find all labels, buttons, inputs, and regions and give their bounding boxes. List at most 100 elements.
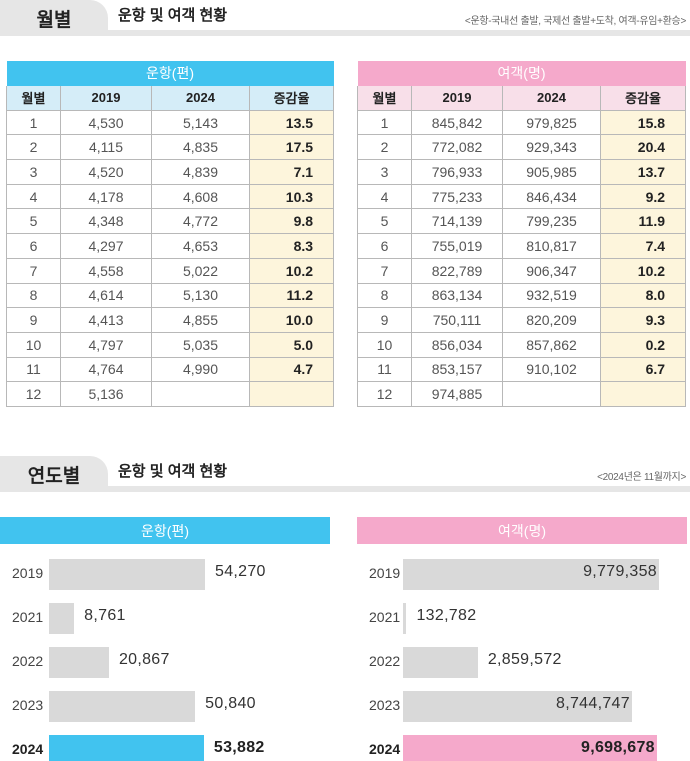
value-cell: 822,789	[411, 257, 503, 284]
year-row: 2019 54,270	[0, 559, 330, 590]
value-cell: 906,347	[502, 257, 601, 284]
year-row: 2024 53,882	[0, 735, 330, 761]
change-rate-cell: 6.7	[599, 356, 687, 383]
year-value: 53,882	[213, 739, 265, 756]
year-row: 2022 20,867	[0, 647, 330, 678]
column-header: 월별	[357, 85, 412, 111]
yearly-passengers-header: 여객(명)	[357, 517, 687, 544]
value-cell: 4,835	[151, 134, 250, 161]
change-rate-cell: 10.0	[248, 307, 335, 333]
value-cell: 856,034	[411, 331, 503, 358]
year-value: 132,782	[416, 607, 477, 624]
value-cell: 4,855	[151, 307, 250, 333]
passengers-table-header: 여객(명)	[357, 60, 686, 86]
month-cell: 12	[357, 381, 412, 407]
month-cell: 7	[6, 257, 61, 284]
month-cell: 11	[6, 356, 61, 383]
table-row: 7 4,558 5,022 10.2	[6, 257, 335, 284]
table-row: 3 796,933 905,985 13.7	[357, 159, 687, 185]
table-row: 8 4,614 5,130 11.2	[6, 282, 335, 309]
month-cell: 4	[357, 183, 412, 210]
flights-table-header: 운항(편)	[6, 60, 334, 86]
change-rate-cell: 8.0	[599, 282, 687, 309]
change-rate-cell: 0.2	[599, 331, 687, 358]
value-cell: 755,019	[411, 233, 503, 259]
header-rule	[0, 30, 690, 36]
yearly-note: <2024년은 11월까지>	[597, 472, 686, 483]
year-value: 50,840	[205, 695, 256, 712]
table-row: 4 775,233 846,434 9.2	[357, 183, 687, 210]
change-rate-cell	[599, 381, 687, 407]
table-row: 8 863,134 932,519 8.0	[357, 282, 687, 309]
table-row: 9 750,111 820,209 9.3	[357, 307, 687, 333]
change-rate-cell: 9.3	[599, 307, 687, 333]
column-header: 2024	[151, 85, 250, 111]
month-cell: 4	[6, 183, 61, 210]
month-cell: 9	[357, 307, 412, 333]
year-row: 2022 2,859,572	[357, 647, 687, 678]
value-cell: 4,614	[60, 282, 152, 309]
month-cell: 3	[6, 159, 61, 185]
change-rate-cell: 8.3	[248, 233, 335, 259]
value-cell: 929,343	[502, 134, 601, 161]
table-row: 1 4,530 5,143 13.5	[6, 109, 335, 136]
value-cell: 4,839	[151, 159, 250, 185]
value-cell: 820,209	[502, 307, 601, 333]
table-row: 6 4,297 4,653 8.3	[6, 233, 335, 259]
change-rate-cell: 10.3	[248, 183, 335, 210]
table-row: 11 853,157 910,102 6.7	[357, 356, 687, 383]
column-header: 증감율	[599, 85, 687, 111]
year-row: 2019 9,779,358	[357, 559, 687, 590]
month-cell: 12	[6, 381, 61, 407]
year-bar	[49, 603, 75, 634]
year-bar	[49, 691, 196, 722]
year-bar	[49, 647, 109, 678]
table-row: 5 4,348 4,772 9.8	[6, 208, 335, 235]
year-value: 9,698,678	[581, 739, 655, 756]
year-value: 54,270	[215, 563, 266, 580]
column-header: 2019	[60, 85, 152, 111]
value-cell: 4,990	[151, 356, 250, 383]
value-cell: 772,082	[411, 134, 503, 161]
table-row: 10 856,034 857,862 0.2	[357, 331, 687, 358]
monthly-section-header: 월별 운항 및 여객 현황 <운항-국내선 출발, 국제선 출발+도착, 여객-…	[0, 0, 690, 36]
change-rate-cell: 4.7	[248, 356, 335, 383]
yearly-flights-header: 운항(편)	[0, 517, 330, 544]
yearly-flights-chart: 운항(편) 2019 54,270 2021 8,761 2022 20,867 2023 5…	[0, 517, 330, 761]
table-row: 6 755,019 810,817 7.4	[357, 233, 687, 259]
column-header: 2024	[502, 85, 601, 111]
year-row: 2021 132,782	[357, 603, 687, 634]
year-label: 2021	[369, 609, 401, 625]
table-row: 5 714,139 799,235 11.9	[357, 208, 687, 235]
year-bar	[49, 559, 205, 590]
change-rate-cell: 11.9	[599, 208, 687, 235]
table-row: 10 4,797 5,035 5.0	[6, 331, 335, 358]
value-cell: 5,143	[151, 109, 250, 136]
year-bar	[403, 647, 478, 678]
value-cell: 857,862	[502, 331, 601, 358]
monthly-passengers-table: 여객(명) 월별 2019 2024 증감율 1 845,842 979,825 15.8 2…	[357, 60, 687, 407]
table-row: 12 5,136	[6, 381, 335, 407]
year-value: 9,779,358	[583, 563, 657, 580]
change-rate-cell: 7.4	[599, 233, 687, 259]
year-row: 2023 8,744,747	[357, 691, 687, 722]
yearly-title: 운항 및 여객 현황	[118, 463, 228, 480]
month-cell: 1	[357, 109, 412, 136]
change-rate-cell	[248, 381, 335, 407]
table-row: 7 822,789 906,347 10.2	[357, 257, 687, 284]
value-cell: 810,817	[502, 233, 601, 259]
change-rate-cell: 15.8	[599, 109, 687, 136]
value-cell: 4,764	[60, 356, 152, 383]
year-label: 2022	[369, 653, 401, 669]
monthly-note: <운항-국내선 출발, 국제선 출발+도착, 여객-유임+환승>	[464, 16, 686, 27]
value-cell	[151, 381, 250, 407]
month-cell: 6	[6, 233, 61, 259]
table-row: 11 4,764 4,990 4.7	[6, 356, 335, 383]
month-cell: 8	[6, 282, 61, 309]
change-rate-cell: 9.8	[248, 208, 335, 235]
month-cell: 2	[6, 134, 61, 161]
value-cell: 979,825	[502, 109, 601, 136]
change-rate-cell: 13.5	[248, 109, 335, 136]
table-row: 2 4,115 4,835 17.5	[6, 134, 335, 161]
yearly-section-header: 연도별 운항 및 여객 현황 <2024년은 11월까지>	[0, 456, 690, 492]
